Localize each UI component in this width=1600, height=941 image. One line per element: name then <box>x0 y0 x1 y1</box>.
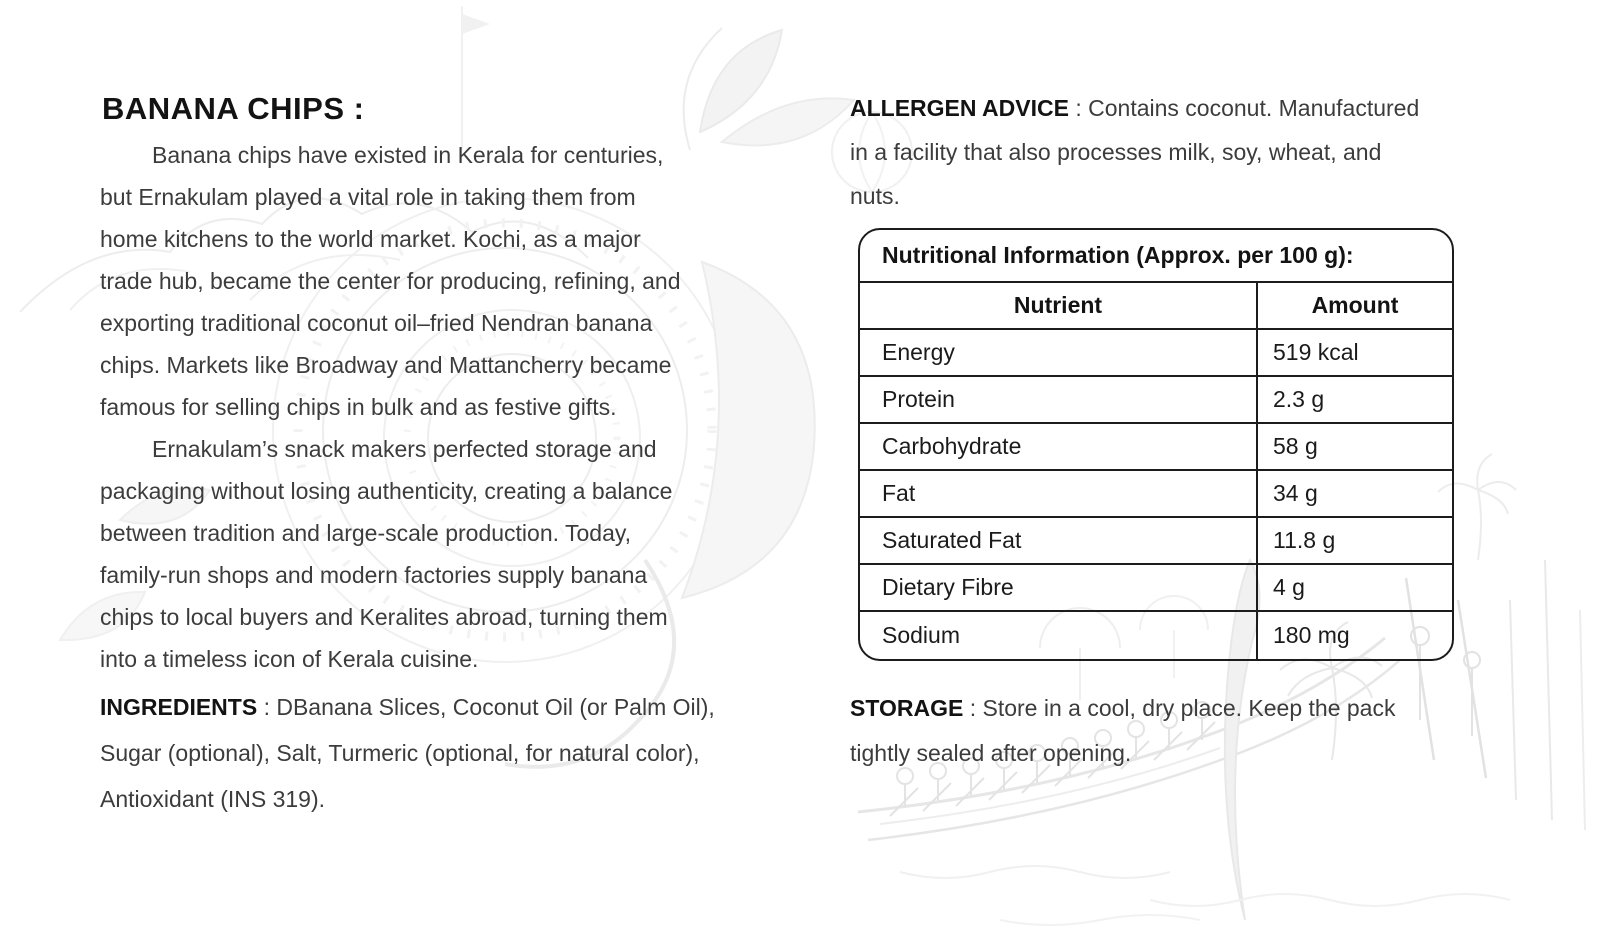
nutrient-cell: Carbohydrate <box>860 424 1258 469</box>
storage-text: : Store in a cool, dry place. Keep the p… <box>850 695 1396 766</box>
nutrient-cell: Saturated Fat <box>860 518 1258 563</box>
allergen-label: ALLERGEN ADVICE <box>850 95 1069 121</box>
column-header-amount: Amount <box>1311 292 1399 318</box>
table-row: Dietary Fibre 4 g <box>860 565 1452 612</box>
product-heading: BANANA CHIPS : <box>102 91 365 126</box>
left-column: BANANA CHIPS : Banana chips have existed… <box>100 92 824 822</box>
allergen-text: : Contains coconut. Manufactured in a fa… <box>850 95 1420 209</box>
ingredients-label: INGREDIENTS <box>100 694 258 720</box>
amount-cell: 519 kcal <box>1273 339 1359 365</box>
ingredients-text: : DBanana Slices, Coconut Oil (or Palm O… <box>100 694 715 812</box>
nutrient-cell: Dietary Fibre <box>860 565 1258 610</box>
nutrition-table-header: Nutrient Amount <box>860 283 1452 330</box>
table-row: Sodium 180 mg <box>860 612 1452 659</box>
history-paragraph-2: Ernakulam’s snack makers perfected stora… <box>100 436 673 672</box>
table-row: Carbohydrate 58 g <box>860 424 1452 471</box>
history-paragraph-1: Banana chips have existed in Kerala for … <box>100 142 681 420</box>
nutrition-table-title: Nutritional Information (Approx. per 100… <box>860 230 1452 283</box>
nutrient-cell: Energy <box>860 330 1258 375</box>
amount-cell: 34 g <box>1273 480 1318 506</box>
table-row: Fat 34 g <box>860 471 1452 518</box>
amount-cell: 180 mg <box>1273 622 1350 648</box>
storage-section: STORAGE : Store in a cool, dry place. Ke… <box>850 686 1495 776</box>
amount-cell: 2.3 g <box>1273 386 1325 412</box>
ingredients-section: INGREDIENTS : DBanana Slices, Coconut Oi… <box>100 684 824 822</box>
allergen-section: ALLERGEN ADVICE : Contains coconut. Manu… <box>850 86 1495 218</box>
amount-cell: 4 g <box>1273 574 1305 600</box>
table-row: Protein 2.3 g <box>860 377 1452 424</box>
table-row: Saturated Fat 11.8 g <box>860 518 1452 565</box>
amount-cell: 11.8 g <box>1273 527 1336 553</box>
amount-cell: 58 g <box>1273 433 1318 459</box>
column-header-nutrient: Nutrient <box>860 283 1258 328</box>
table-row: Energy 519 kcal <box>860 330 1452 377</box>
storage-label: STORAGE <box>850 695 964 721</box>
nutrient-cell: Protein <box>860 377 1258 422</box>
nutrition-table: Nutritional Information (Approx. per 100… <box>858 228 1454 661</box>
nutrient-cell: Sodium <box>860 612 1258 659</box>
nutrient-cell: Fat <box>860 471 1258 516</box>
